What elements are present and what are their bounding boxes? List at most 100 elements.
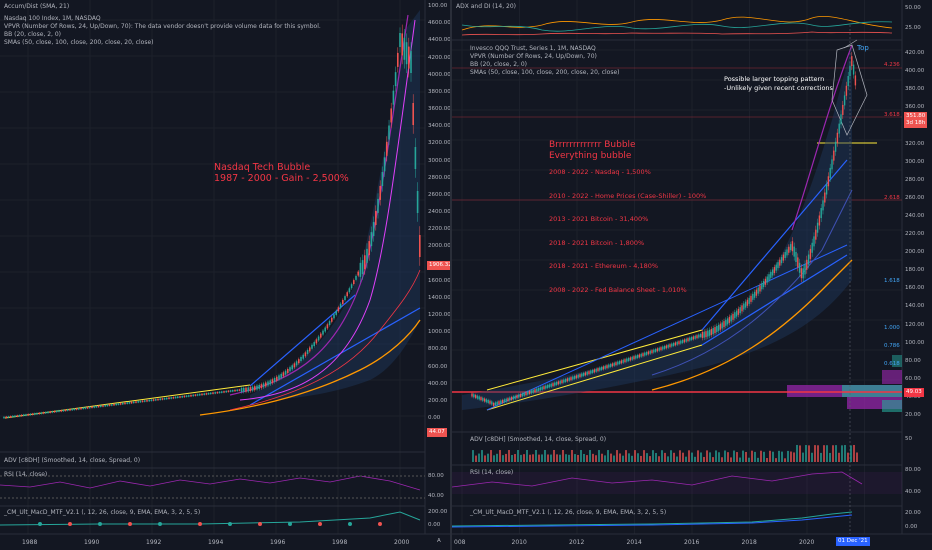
left-candle-body-832 xyxy=(82,407,84,410)
accum-dist-label[interactable]: Accum/Dist (SMA, 21) xyxy=(4,3,70,10)
vpvr-label[interactable]: VPVR (Number Of Rows, 24, Up/Down, 70): … xyxy=(4,23,321,30)
left-chart-canvas[interactable] xyxy=(0,0,450,550)
right-candle-body-2756 xyxy=(726,318,729,325)
left-candle-body-3252 xyxy=(324,327,326,332)
right-candle-body-2972 xyxy=(748,297,750,304)
left-candle-body-3934 xyxy=(392,90,395,105)
right-candle-body-848 xyxy=(536,388,538,392)
right-adv-bar-128 xyxy=(580,450,582,462)
right-adv-bar-29 xyxy=(481,450,483,462)
right-adv-label[interactable]: ADV [c8DH] (Smoothed, 14, close, Spread,… xyxy=(470,436,607,443)
left-price-label-22: 400.00 xyxy=(428,380,448,387)
left-price-label-20: 800.00 xyxy=(428,346,448,353)
right-adv-bar-341 xyxy=(793,452,795,462)
right-adv-bar-266 xyxy=(718,452,720,462)
left-candle-body-4066 xyxy=(405,42,408,65)
smas-label[interactable]: SMAs (50, close, 100, close, 200, close,… xyxy=(4,39,154,46)
right-macd-label[interactable]: _CM_Ult_MacD_MTF_V2.1 (, 12, 26, close, … xyxy=(470,509,667,516)
right-year-label-4: 2016 xyxy=(684,539,700,546)
right-adv-bar-86 xyxy=(538,454,540,462)
left-candle-body-370 xyxy=(36,412,38,415)
right-smas-label[interactable]: SMAs (50, close, 100, close, 200, close,… xyxy=(470,69,620,76)
right-adv-bar-98 xyxy=(550,454,552,462)
right-adv-bar-158 xyxy=(610,453,612,462)
right-candle-body-1064 xyxy=(557,381,560,385)
right-adv-bar-122 xyxy=(574,454,576,462)
left-candle-body-2636 xyxy=(262,383,265,388)
right-adv-bar-335 xyxy=(787,450,789,462)
left-candle-body-2438 xyxy=(243,387,245,392)
top-label[interactable]: Top xyxy=(857,44,869,52)
left-candle-body-194 xyxy=(18,414,21,417)
adx-label[interactable]: ADX and DI (14, 20) xyxy=(456,3,516,10)
right-rsi-label[interactable]: RSI (14, close) xyxy=(470,469,514,476)
right-candle-body-4034 xyxy=(854,75,857,86)
left-macd-axis-200: 200.00 xyxy=(428,509,448,515)
left-candle-body-84 xyxy=(7,416,10,418)
left-candle-body-1778 xyxy=(177,396,179,399)
left-candle-body-3164 xyxy=(315,339,318,344)
right-adv-bar-248 xyxy=(700,452,702,462)
qqq-symbol-label[interactable]: Invesco QQQ Trust, Series 1, 1M, NASDAQ xyxy=(470,45,596,52)
left-price-label-11: 2600.00 xyxy=(428,191,451,198)
left-candle-body-3494 xyxy=(348,288,351,293)
right-chart-pane[interactable]: ADX and DI (14, 20) 50.00 25.00 Invesco … xyxy=(452,0,932,550)
right-adv-bar-68 xyxy=(520,454,522,462)
right-adv-bar-353 xyxy=(805,445,807,462)
left-candle-body-2922 xyxy=(291,365,293,370)
left-macd-dot-10 xyxy=(348,522,352,526)
right-rsi-axis-40: 40.00 xyxy=(905,489,921,495)
right-candle-body-2810 xyxy=(732,313,734,320)
topping-pattern-shape xyxy=(831,44,868,136)
pane-divider[interactable] xyxy=(450,0,452,550)
left-candle-body-1448 xyxy=(144,400,146,402)
topping-note[interactable]: Possible larger topping pattern -Unlikel… xyxy=(724,75,833,93)
right-candle-body-3764 xyxy=(827,176,830,187)
left-candle-body-3648 xyxy=(364,255,366,270)
right-price-label-16: 100.00 xyxy=(905,339,925,346)
right-adv-bar-191 xyxy=(643,450,645,462)
left-candle-body-1690 xyxy=(168,397,170,400)
right-candle-body-3296 xyxy=(780,257,783,264)
right-candle-body-1802 xyxy=(631,356,633,360)
left-candle-body-920 xyxy=(91,406,93,409)
left-candle-body-3780 xyxy=(377,198,379,213)
right-price-label-8: 260.00 xyxy=(905,194,925,201)
left-adv-label[interactable]: ADV [c8DH] (Smoothed, 14, close, Spread,… xyxy=(4,457,141,464)
nasdaq-bubble-annotation[interactable]: Nasdaq Tech Bubble 1987 - 2000 - Gain - … xyxy=(214,162,349,184)
left-auto-scale-button[interactable]: A xyxy=(437,538,441,544)
right-adv-bar-140 xyxy=(592,453,594,462)
right-adv-bar-47 xyxy=(499,450,501,462)
left-candle-body-942 xyxy=(93,406,95,408)
left-candle-body-3098 xyxy=(309,347,311,352)
bb-label[interactable]: BB (20, close, 2, 0) xyxy=(4,31,61,38)
left-candle-body-1228 xyxy=(122,402,124,405)
right-candle-body-1838 xyxy=(635,355,637,359)
left-price-label-3: 4200.00 xyxy=(428,54,451,61)
left-chart-pane[interactable]: Accum/Dist (SMA, 21) Nasdaq 100 Index, 1… xyxy=(0,0,454,550)
bubble-title[interactable]: Brrrrrrrrrrrrr Bubble Everything bubble xyxy=(549,140,636,162)
left-macd-label[interactable]: _CM_Ult_MacD_MTF_V2.1 (, 12, 26, close, … xyxy=(4,509,201,516)
right-chart-canvas[interactable] xyxy=(452,0,932,550)
left-year-label-1: 1990 xyxy=(84,539,100,546)
right-candle-body-1964 xyxy=(647,351,650,355)
left-candle-body-1910 xyxy=(190,394,192,397)
left-price-label-4: 4000.00 xyxy=(428,71,451,78)
right-adv-bar-209 xyxy=(661,450,663,462)
nasdaq100-symbol-label[interactable]: Nasdaq 100 Index, 1M, NASDAQ xyxy=(4,15,101,22)
right-candle-body-2900 xyxy=(741,305,743,312)
left-candle-body-1492 xyxy=(148,399,150,402)
left-rsi-label[interactable]: RSI (14, close) xyxy=(4,471,48,478)
left-rsi-axis-40: 40.00 xyxy=(428,493,444,499)
right-bb-label[interactable]: BB (20, close, 2, 0) xyxy=(470,61,527,68)
right-candle-body-2684 xyxy=(719,323,722,330)
right-candle-body-2792 xyxy=(730,315,732,322)
left-candle-body-1624 xyxy=(161,398,164,400)
right-vpvr-label[interactable]: VPVR (Number Of Rows, 24, Up/Down, 70) xyxy=(470,53,597,60)
right-candle-body-560 xyxy=(507,398,509,402)
right-adv-bar-56 xyxy=(508,450,510,462)
right-candle-body-2090 xyxy=(660,347,662,351)
left-candle-body-788 xyxy=(78,408,80,410)
left-candle-body-1382 xyxy=(137,401,139,403)
left-candle-body-2504 xyxy=(249,387,252,392)
